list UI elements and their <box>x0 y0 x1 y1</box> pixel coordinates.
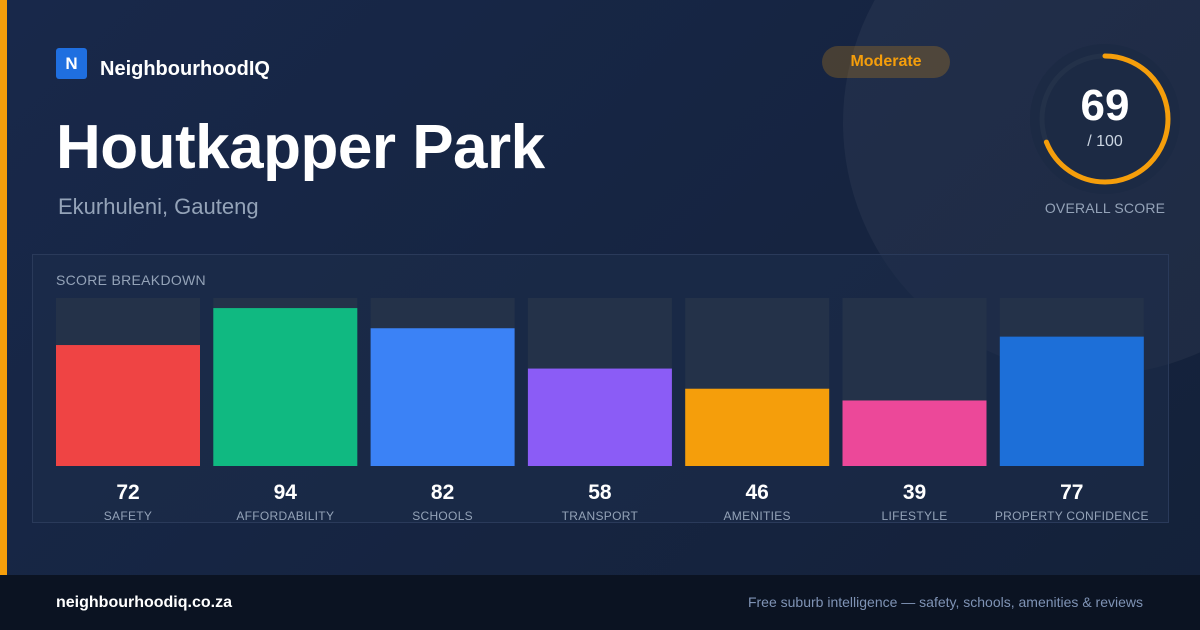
bar-value-label: 39 <box>902 481 927 504</box>
score-ring-background <box>1030 44 1180 194</box>
brand-name: NeighbourhoodIQ <box>100 58 270 80</box>
brand-logo-icon: N <box>56 48 87 79</box>
score-ring-graphic <box>1030 44 1180 194</box>
bar-property-confidence <box>999 336 1144 466</box>
footer: neighbourhoodiq.co.za Free suburb intell… <box>0 575 1200 630</box>
rating-badge: Moderate <box>822 46 950 78</box>
bar-transport <box>527 368 672 466</box>
bar-value-label: 82 <box>430 481 455 504</box>
bar-category-label: AMENITIES <box>723 509 791 523</box>
brand: N NeighbourhoodIQ <box>56 46 270 81</box>
score-ring-progress <box>1039 53 1171 185</box>
bar-value-label: 94 <box>273 481 297 504</box>
overall-score-value: 69 <box>1080 81 1130 130</box>
bar-value-label: 77 <box>1060 481 1084 504</box>
bar-safety <box>56 345 200 466</box>
bar-value-label: 46 <box>745 481 769 504</box>
suburb-location: Ekurhuleni, Gauteng <box>58 194 259 219</box>
bar-category-label: SCHOOLS <box>412 509 473 523</box>
bar-category-label: LIFESTYLE <box>881 509 948 523</box>
footer-tagline: Free suburb intelligence — safety, schoo… <box>747 594 1143 610</box>
overall-score-caption: OVERALL SCORE <box>1044 200 1166 216</box>
footer-url: neighbourhoodiq.co.za <box>56 594 232 611</box>
bar-category-label: TRANSPORT <box>561 509 639 523</box>
bar-value-label: 72 <box>116 481 140 504</box>
bar-value-label: 58 <box>588 481 612 504</box>
suburb-title: Houtkapper Park <box>56 113 545 182</box>
accent-stripe <box>0 0 7 575</box>
bar-category-label: AFFORDABILITY <box>236 509 335 523</box>
bar-category-label: PROPERTY CONFIDENCE <box>994 509 1149 523</box>
bar-affordability <box>213 308 358 466</box>
bar-category-label: SAFETY <box>103 509 153 523</box>
overall-score-max: / 100 <box>1087 133 1123 150</box>
bar-amenities <box>685 388 830 466</box>
bar-schools <box>370 328 515 466</box>
bar-lifestyle <box>842 400 987 466</box>
chart-title: SCORE BREAKDOWN <box>56 272 206 288</box>
overall-score-ring: 69 / 100 <box>1028 42 1182 196</box>
